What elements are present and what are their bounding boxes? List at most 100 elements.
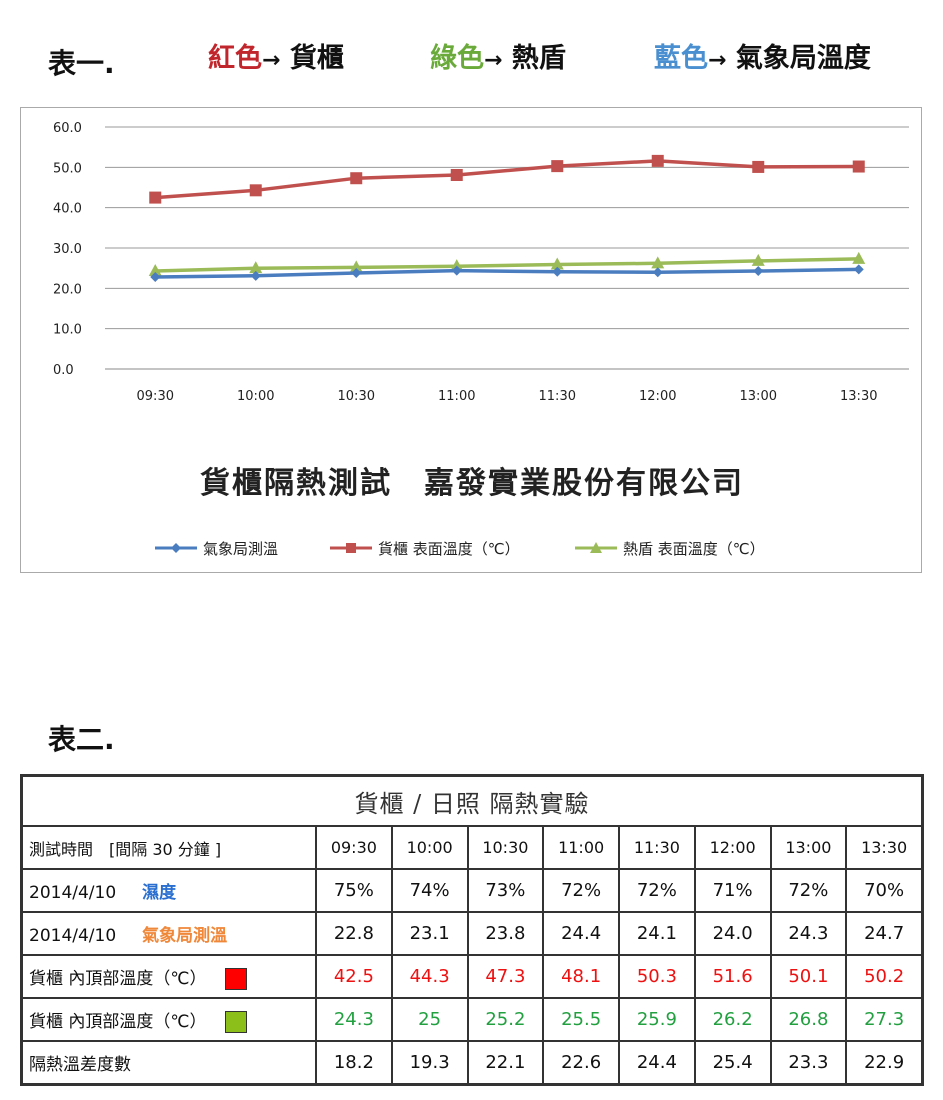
key-green-target: 熱盾 (511, 43, 566, 74)
table-cell: 18.2 (316, 1041, 392, 1084)
table-cell: 24.1 (619, 912, 695, 955)
row-label-text: 隔熱溫差度數 (29, 1055, 131, 1075)
chart-title: 貨櫃隔熱測試 嘉發實業股份有限公司 (200, 466, 744, 501)
row-label: 2014/4/10 氣象局測溫 (22, 912, 316, 955)
table-cell: 26.2 (694, 998, 771, 1041)
table-cell: 51.6 (694, 955, 771, 998)
y-tick-label: 20.0 (53, 282, 82, 297)
data-point (652, 267, 663, 278)
x-tick-label: 13:30 (840, 389, 877, 404)
table-cell: 24.7 (846, 912, 922, 955)
table-cell: 22.8 (316, 912, 392, 955)
arrow-icon: → (708, 48, 727, 73)
table-cell: 25.4 (694, 1041, 771, 1084)
table2-label: 表二. (48, 723, 115, 756)
legend-label: 熱盾 表面溫度（℃） (623, 540, 765, 558)
data-point (150, 272, 161, 283)
x-tick-label: 10:30 (338, 389, 375, 404)
table-cell: 13:30 (846, 826, 922, 869)
x-tick-label: 09:30 (137, 389, 174, 404)
y-tick-label: 0.0 (53, 363, 74, 378)
series-line (155, 267, 859, 279)
data-point (751, 253, 765, 266)
data-point (752, 160, 765, 173)
key-red-target: 貨櫃 (289, 43, 344, 74)
legend-marker-square-icon (330, 543, 372, 553)
table-cell: 47.3 (467, 955, 544, 998)
row-label: 測試時間 [間隔 30 分鐘 ] (22, 826, 316, 869)
data-point (249, 184, 262, 197)
legend-marker-triangle-icon (575, 542, 617, 553)
table-row: 貨櫃 內頂部溫度（℃） 42.5 44.3 47.3 48.1 50.3 51.6 50.1 5… (22, 955, 922, 998)
color-swatch (224, 1010, 247, 1033)
table-cell: 24.4 (543, 912, 619, 955)
row-label: 貨櫃 內頂部溫度（℃） (22, 998, 316, 1041)
row-label: 貨櫃 內頂部溫度（℃） (22, 955, 316, 998)
table-cell: 24.4 (619, 1041, 695, 1084)
arrow-icon: → (262, 48, 281, 73)
data-point (852, 251, 866, 264)
x-tick-label: 12:00 (639, 389, 676, 404)
data-point (351, 268, 362, 279)
data-point (149, 191, 162, 204)
row-label: 2014/4/10 濕度 (22, 869, 316, 912)
table-cell: 19.3 (391, 1041, 468, 1084)
data-point (550, 257, 564, 270)
table-cell: 10:30 (467, 826, 544, 869)
table-cell: 27.3 (846, 998, 922, 1041)
data-point (552, 266, 563, 277)
table-cell: 48.1 (543, 955, 619, 998)
table-cell: 73% (467, 869, 544, 912)
legend-label: 貨櫃 表面溫度（℃） (378, 540, 520, 558)
y-tick-label: 10.0 (53, 323, 82, 338)
table-cell: 10:00 (391, 826, 468, 869)
x-tick-label: 10:00 (237, 389, 274, 404)
table-cell: 23.3 (770, 1041, 847, 1084)
chart-plot: 0.0 10.0 20.0 30.0 40.0 50.0 60.0 09:30 10:00 10:… (53, 121, 909, 404)
data-table: 貨櫃 / 日照 隔熱實驗 測試時間 [間隔 30 分鐘 ] 09:30 10:00 1… (20, 774, 924, 1086)
table-cell: 24.3 (316, 998, 392, 1041)
key-blue: 藍色→ 氣象局溫度 (654, 36, 871, 75)
table-cell: 22.1 (467, 1041, 544, 1084)
table-caption: 貨櫃 / 日照 隔熱實驗 (22, 776, 922, 826)
data-point (651, 256, 665, 269)
table-caption-row: 貨櫃 / 日照 隔熱實驗 (22, 776, 922, 826)
table-cell: 22.9 (846, 1041, 922, 1084)
key-red-word: 紅色 (208, 43, 262, 74)
table-cell: 22.6 (543, 1041, 619, 1084)
series-line (155, 257, 859, 273)
row-label-text: 貨櫃 內頂部溫度（℃） (29, 1011, 207, 1032)
table-cell: 72% (619, 869, 695, 912)
line-chart: 0.0 10.0 20.0 30.0 40.0 50.0 60.0 09:30 10:00 10:… (20, 107, 922, 573)
row-label-text: 2014/4/10 (29, 926, 117, 946)
legend-label: 氣象局測溫 (203, 540, 279, 558)
table-cell: 11:30 (619, 826, 695, 869)
row-tag: 氣象局測溫 (142, 926, 228, 946)
data-point (250, 270, 261, 281)
table-cell: 50.3 (619, 955, 695, 998)
table-cell: 25.5 (543, 998, 619, 1041)
key-red: 紅色→ 貨櫃 (208, 36, 344, 75)
table-cell: 70% (846, 869, 922, 912)
table-cell: 09:30 (316, 826, 392, 869)
table-cell: 75% (316, 869, 392, 912)
data-point (350, 172, 363, 185)
data-point (148, 263, 162, 276)
color-swatch (224, 967, 247, 990)
table-cell: 25 (391, 998, 468, 1041)
table-cell: 24.3 (770, 912, 847, 955)
table-cell: 72% (770, 869, 847, 912)
data-point (551, 160, 564, 173)
table-cell: 50.1 (770, 955, 847, 998)
data-point (852, 160, 865, 173)
data-point (249, 261, 263, 274)
x-tick-label: 11:30 (539, 389, 576, 404)
table-cell: 42.5 (316, 955, 392, 998)
chart-legend: 氣象局測溫 貨櫃 表面溫度（℃） 熱盾 表面溫度（℃） (21, 536, 923, 560)
table-row: 2014/4/10 濕度 75% 74% 73% 72% 72% 71% 72% 70% (22, 869, 922, 912)
key-blue-target: 氣象局溫度 (735, 43, 871, 74)
row-label-text: 貨櫃 內頂部溫度（℃） (29, 968, 207, 989)
y-tick-label: 60.0 (53, 121, 82, 136)
table1-label: 表一. (48, 47, 115, 80)
table-row: 測試時間 [間隔 30 分鐘 ] 09:30 10:00 10:30 11:00 11:3… (22, 826, 922, 869)
